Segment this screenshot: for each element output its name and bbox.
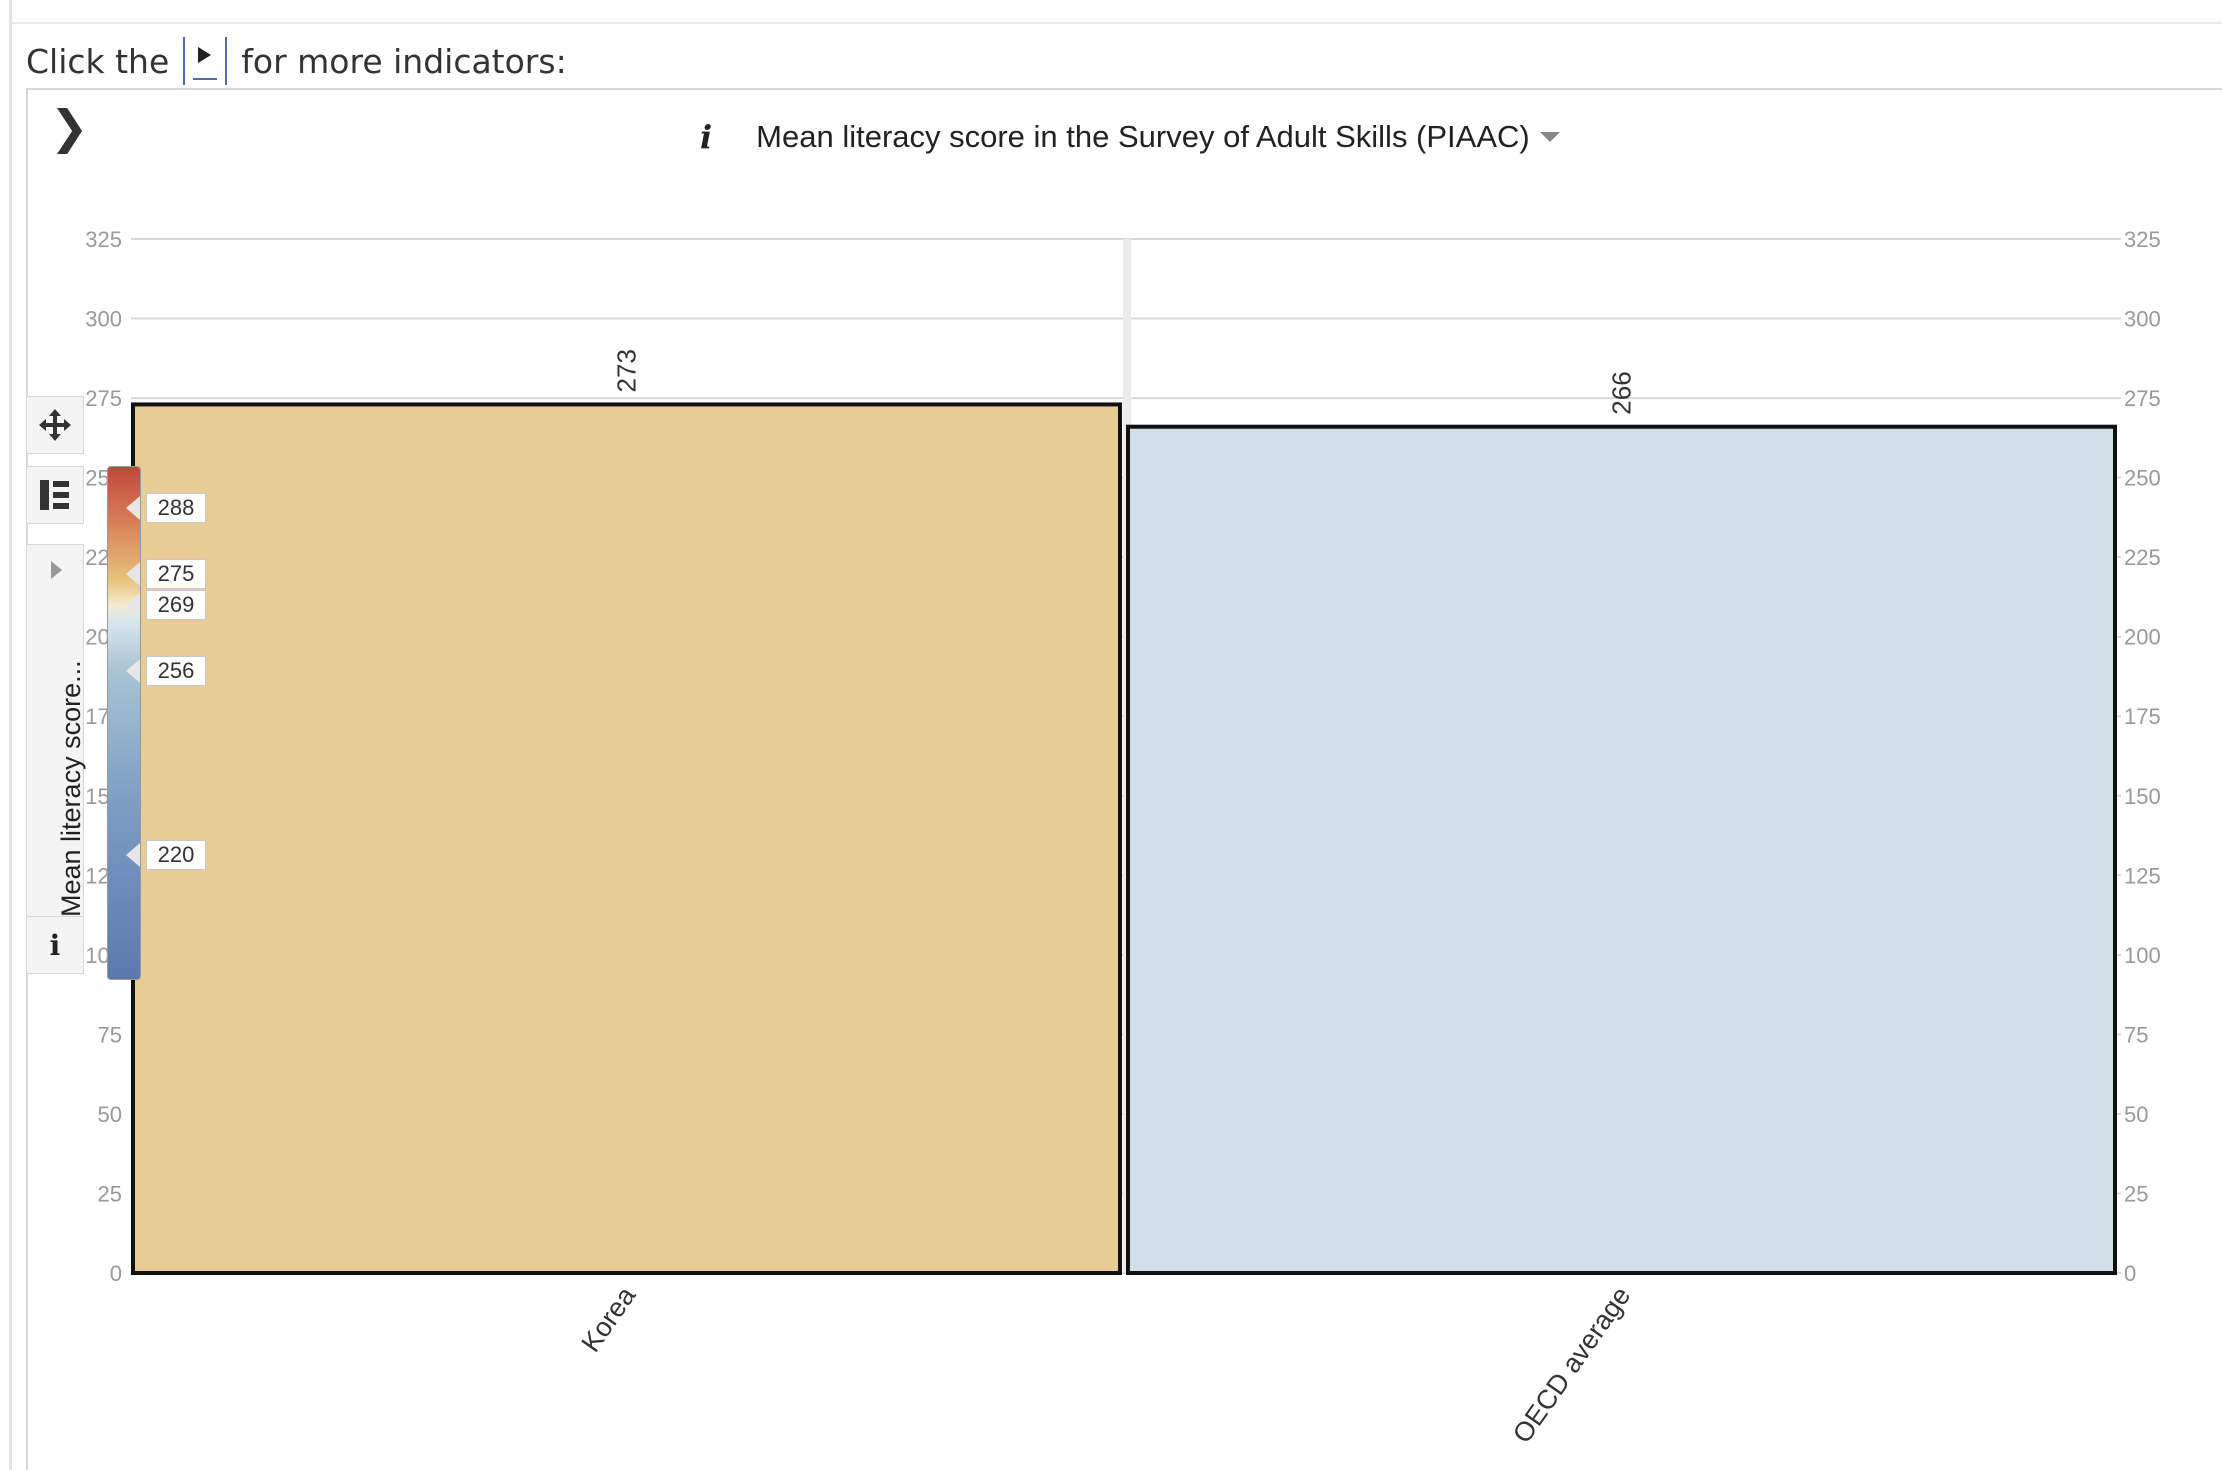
scale-marker-label: 275 (146, 559, 206, 589)
title-dropdown-caret-icon[interactable] (1539, 132, 1560, 142)
info-italic-icon[interactable]: i (700, 118, 713, 156)
intro-text-after: for more indicators: (241, 41, 567, 81)
scale-marker-pointer[interactable] (126, 659, 140, 683)
bar-value-label: 273 (612, 349, 642, 392)
scale-marker-label: 256 (146, 656, 206, 686)
y-tick-label-left: 325 (85, 227, 122, 252)
page-left-rule (9, 0, 12, 1470)
move-arrows-icon (39, 409, 71, 441)
y-tick-label-right: 300 (2124, 307, 2161, 332)
scale-marker-pointer[interactable] (126, 496, 140, 520)
page-top-rule (12, 22, 2222, 24)
legend-label: Mean literacy score... (56, 660, 86, 917)
intro-text: Click the for more indicators: (26, 36, 567, 86)
color-scale-bar (107, 466, 141, 980)
legend-layout-icon (40, 480, 69, 510)
y-tick-label-left: 75 (98, 1022, 122, 1047)
scale-marker-pointer[interactable] (126, 593, 140, 617)
scale-marker-pointer[interactable] (126, 562, 140, 586)
bar (131, 402, 1122, 1275)
y-tick-label-left: 300 (85, 307, 122, 332)
y-tick-label-right: 325 (2124, 227, 2161, 252)
y-tick-label-left: 25 (98, 1181, 122, 1206)
bar-value-label: 266 (1607, 371, 1637, 414)
expand-legend-icon[interactable] (51, 561, 62, 579)
legend-tab[interactable]: Mean literacy score... (26, 544, 86, 974)
move-button[interactable] (26, 396, 84, 454)
y-tick-label-left: 0 (110, 1261, 122, 1286)
scale-marker-label: 269 (146, 590, 206, 620)
collapse-panel-button[interactable]: ❯ (50, 104, 89, 150)
scale-marker-pointer[interactable] (126, 843, 140, 867)
intro-text-before: Click the (26, 41, 170, 81)
y-tick-label-right: 225 (2124, 545, 2161, 570)
y-tick-label-right: 50 (2124, 1102, 2148, 1127)
scale-marker-label: 288 (146, 493, 206, 523)
x-tick-label: OECD average (1507, 1281, 1637, 1448)
bar (1126, 424, 2117, 1275)
y-tick-label-right: 0 (2124, 1261, 2136, 1286)
y-tick-label-right: 25 (2124, 1181, 2148, 1206)
y-tick-label-right: 75 (2124, 1022, 2148, 1047)
y-tick-label-right: 100 (2124, 943, 2161, 968)
chart-title: Mean literacy score in the Survey of Adu… (756, 119, 1530, 154)
y-tick-label-right: 250 (2124, 466, 2161, 491)
y-tick-label-right: 175 (2124, 704, 2161, 729)
legend-layout-button[interactable] (26, 466, 84, 524)
chevron-right-icon: ❯ (50, 100, 89, 154)
chart-title-row[interactable]: i Mean literacy score in the Survey of A… (700, 112, 1560, 162)
y-tick-label-right: 275 (2124, 386, 2161, 411)
expand-indicators-icon (183, 37, 228, 85)
y-tick-label-right: 200 (2124, 625, 2161, 650)
y-tick-label-right: 150 (2124, 784, 2161, 809)
x-tick-label: Korea (576, 1280, 642, 1357)
legend-info-button[interactable]: i (26, 916, 84, 974)
info-icon: i (49, 929, 61, 962)
scale-marker-label: 220 (146, 840, 206, 870)
y-tick-label-left: 275 (85, 386, 122, 411)
y-tick-label-right: 125 (2124, 863, 2161, 888)
y-tick-label-left: 50 (98, 1102, 122, 1127)
